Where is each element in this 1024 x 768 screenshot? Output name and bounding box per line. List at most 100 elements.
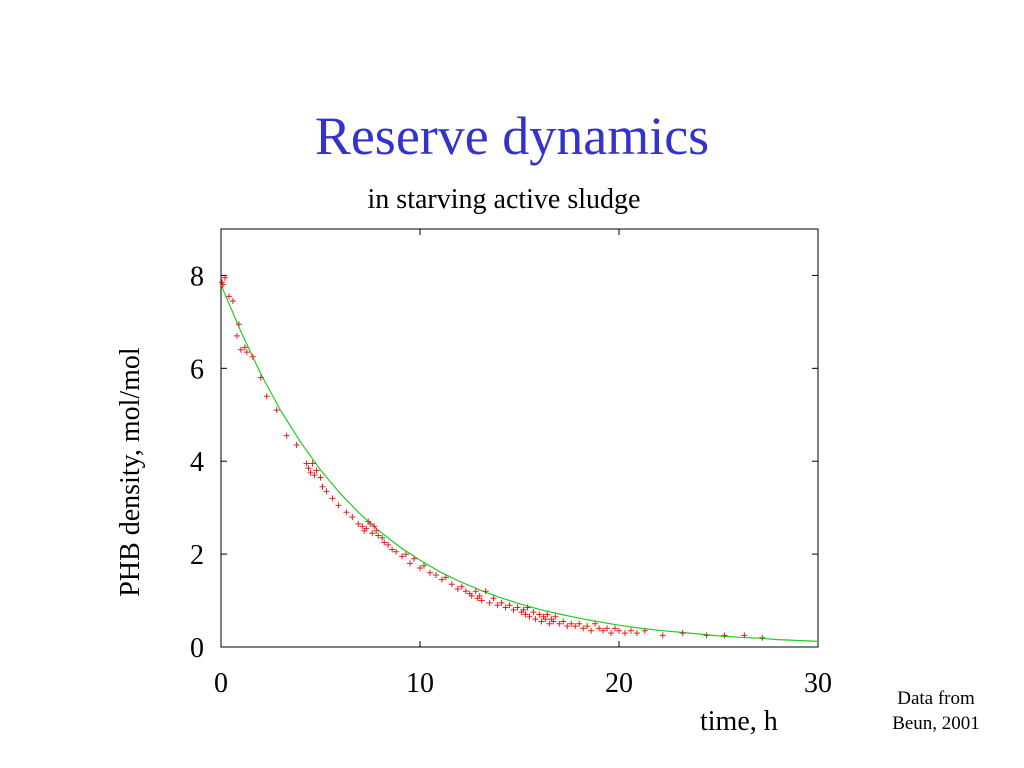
x-axis-label: time, h xyxy=(700,706,778,737)
data-point xyxy=(600,627,607,634)
data-point xyxy=(576,620,583,627)
data-point xyxy=(741,632,748,639)
data-point xyxy=(411,555,418,562)
data-point xyxy=(538,618,545,625)
data-point xyxy=(478,597,485,604)
data-point xyxy=(375,532,382,539)
data-point xyxy=(659,632,666,639)
data-point xyxy=(313,467,320,474)
data-point xyxy=(721,632,728,639)
data-point xyxy=(438,576,445,583)
data-point xyxy=(564,623,571,630)
data-point xyxy=(627,627,634,634)
y-tick-label: 8 xyxy=(190,261,204,292)
data-point xyxy=(703,632,710,639)
data-point xyxy=(393,548,400,555)
data-point xyxy=(235,321,242,328)
data-point xyxy=(385,541,392,548)
data-point xyxy=(524,604,531,611)
data-point xyxy=(420,562,427,569)
data-point xyxy=(514,604,521,611)
data-point xyxy=(550,618,557,625)
data-point xyxy=(532,616,539,623)
source-note: Data from Beun, 2001 xyxy=(874,686,998,736)
data-point xyxy=(317,474,324,481)
data-point xyxy=(307,469,314,476)
data-point xyxy=(502,604,509,611)
data-point xyxy=(448,581,455,588)
data-point xyxy=(490,595,497,602)
data-point xyxy=(568,620,575,627)
data-point xyxy=(679,630,686,637)
y-tick-label: 6 xyxy=(190,354,204,385)
data-point xyxy=(520,606,527,613)
data-point xyxy=(229,297,236,304)
data-point xyxy=(536,611,543,618)
data-point xyxy=(367,520,374,527)
data-point xyxy=(604,625,611,632)
data-point xyxy=(580,625,587,632)
data-points-layer xyxy=(218,274,766,641)
data-point xyxy=(241,344,248,351)
data-point xyxy=(458,583,465,590)
data-point xyxy=(608,630,615,637)
data-point xyxy=(249,353,256,360)
data-point xyxy=(293,441,300,448)
data-point xyxy=(432,572,439,579)
data-point xyxy=(556,620,563,627)
data-point xyxy=(641,627,648,634)
data-point xyxy=(542,616,549,623)
data-point xyxy=(303,460,310,467)
data-point xyxy=(323,488,330,495)
data-point xyxy=(225,293,232,300)
data-point xyxy=(399,553,406,560)
data-point xyxy=(522,611,529,618)
data-point xyxy=(329,495,336,502)
data-point xyxy=(343,509,350,516)
data-point xyxy=(633,630,640,637)
data-point xyxy=(389,546,396,553)
y-tick-label: 4 xyxy=(190,447,204,478)
data-point xyxy=(311,472,318,479)
x-tick-label: 20 xyxy=(605,668,633,699)
y-tick-label: 0 xyxy=(190,633,204,664)
data-point xyxy=(454,585,461,592)
data-point xyxy=(584,623,591,630)
data-point xyxy=(407,560,414,567)
data-point xyxy=(426,569,433,576)
data-point xyxy=(369,530,376,537)
x-tick-label: 0 xyxy=(214,668,228,699)
data-point xyxy=(319,483,326,490)
slide-subtitle: in starving active sludge xyxy=(367,184,641,215)
data-point xyxy=(498,599,505,606)
data-point xyxy=(355,520,362,527)
data-point xyxy=(612,625,619,632)
data-point xyxy=(592,620,599,627)
data-point xyxy=(494,602,501,609)
source-note-line-2: Beun, 2001 xyxy=(892,713,980,734)
data-point xyxy=(759,634,766,641)
data-point xyxy=(560,618,567,625)
data-point xyxy=(381,539,388,546)
data-point xyxy=(468,592,475,599)
data-point xyxy=(544,611,551,618)
y-tick-label: 2 xyxy=(190,540,204,571)
data-point xyxy=(546,620,553,627)
data-point xyxy=(552,613,559,620)
data-point xyxy=(588,627,595,634)
x-tick-label: 30 xyxy=(804,668,832,699)
data-point xyxy=(486,599,493,606)
fit-curve-layer xyxy=(220,284,819,642)
data-point xyxy=(273,407,280,414)
data-point xyxy=(403,551,410,558)
data-point xyxy=(373,527,380,534)
data-point xyxy=(359,523,366,530)
data-point xyxy=(349,513,356,520)
data-point xyxy=(371,523,378,530)
data-point xyxy=(379,534,386,541)
axis-ticks: 0 10 20 30 0 2 4 6 8 xyxy=(190,229,832,699)
data-point xyxy=(219,281,226,288)
y-axis-label: PHB density, mol/mol xyxy=(115,347,146,597)
